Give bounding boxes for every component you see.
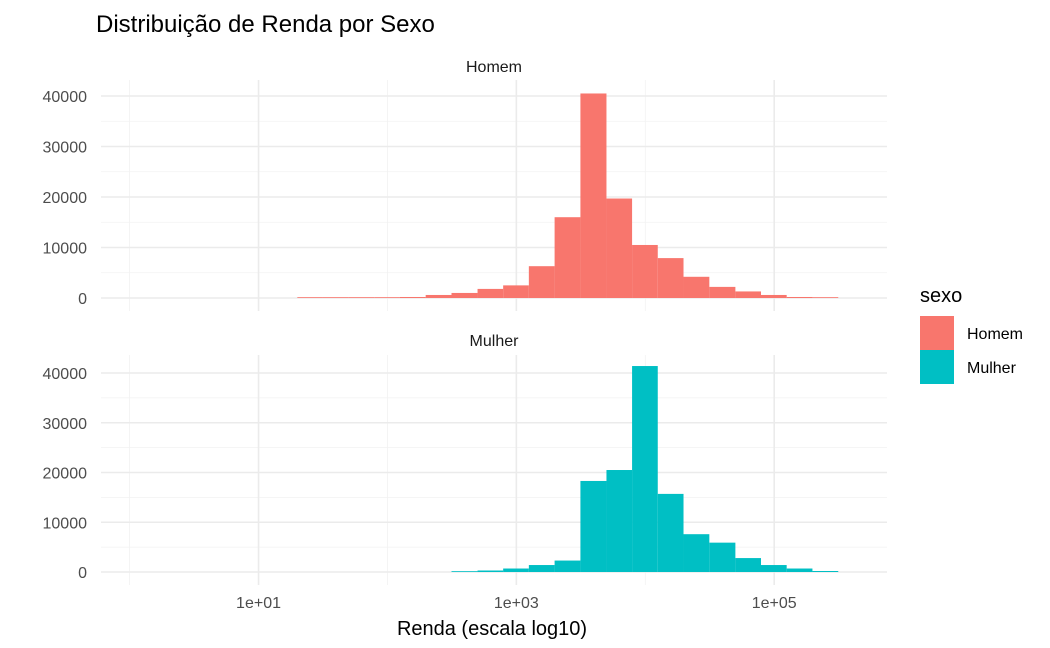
histogram-bar [657, 493, 684, 572]
histogram-bar [348, 297, 375, 298]
y-tick-label: 20000 [43, 466, 88, 483]
histogram-bar [760, 294, 787, 298]
facet-strip-label: Homem [466, 59, 522, 76]
histogram-bar [632, 366, 658, 572]
histogram-bar [451, 571, 478, 572]
histogram-bar [683, 276, 710, 298]
histogram-bar [297, 297, 323, 298]
histogram-bar [451, 292, 478, 298]
histogram-bar [554, 560, 581, 572]
y-tick-label: 0 [78, 565, 87, 582]
histogram-bar [735, 558, 761, 572]
histogram-bar [786, 296, 813, 298]
histogram-bar [606, 470, 633, 572]
x-tick-label: 1e+01 [236, 595, 281, 612]
histogram-bar [477, 570, 504, 572]
histogram-bar [709, 542, 736, 572]
x-tick-label: 1e+05 [752, 595, 797, 612]
facet-panel-mulher: 0 10000 20000 30000 40000 Mulher [43, 333, 887, 585]
histogram-bar [554, 217, 581, 298]
legend-label: Mulher [967, 360, 1017, 377]
histogram-bar [528, 266, 555, 298]
legend-swatch [920, 316, 954, 350]
histogram-bar [374, 297, 400, 298]
y-tick-label: 40000 [43, 89, 88, 106]
y-tick-label: 0 [78, 291, 87, 308]
histogram-bar [657, 258, 684, 298]
histogram-bar [735, 291, 761, 298]
y-tick-label: 20000 [43, 190, 88, 207]
histogram-bar [580, 93, 607, 298]
histogram-bar [322, 297, 349, 298]
histogram-bar [503, 285, 529, 298]
legend-title: sexo [920, 285, 962, 307]
histogram-bar [399, 296, 426, 298]
histogram-bar [528, 565, 555, 572]
x-tick-label: 1e+03 [494, 595, 539, 612]
histogram-bar [606, 198, 633, 298]
histogram-bar [760, 565, 787, 572]
chart-title: Distribuição de Renda por Sexo [96, 11, 435, 38]
legend-swatch [920, 350, 954, 384]
facet-panel-homem: 0 10000 20000 30000 40000 Homem [43, 59, 887, 311]
histogram-bar [477, 288, 504, 298]
histogram-bar [812, 571, 839, 572]
x-axis-title: Renda (escala log10) [397, 618, 587, 640]
histogram-bar [580, 480, 607, 572]
histogram-bar [683, 534, 710, 572]
y-tick-label: 30000 [43, 416, 88, 433]
y-tick-label: 10000 [43, 515, 88, 532]
histogram-bar [709, 286, 736, 298]
histogram-bar [425, 294, 452, 298]
histogram-bar [786, 568, 813, 572]
facet-strip-label: Mulher [470, 333, 520, 350]
y-tick-label: 30000 [43, 140, 88, 157]
histogram-bar [503, 568, 529, 572]
legend: Homem Mulher [920, 316, 1023, 384]
legend-label: Homem [967, 326, 1023, 343]
histogram-bar [812, 297, 839, 298]
histogram-bar [632, 244, 658, 298]
y-tick-label: 40000 [43, 366, 88, 383]
y-tick-label: 10000 [43, 241, 88, 258]
